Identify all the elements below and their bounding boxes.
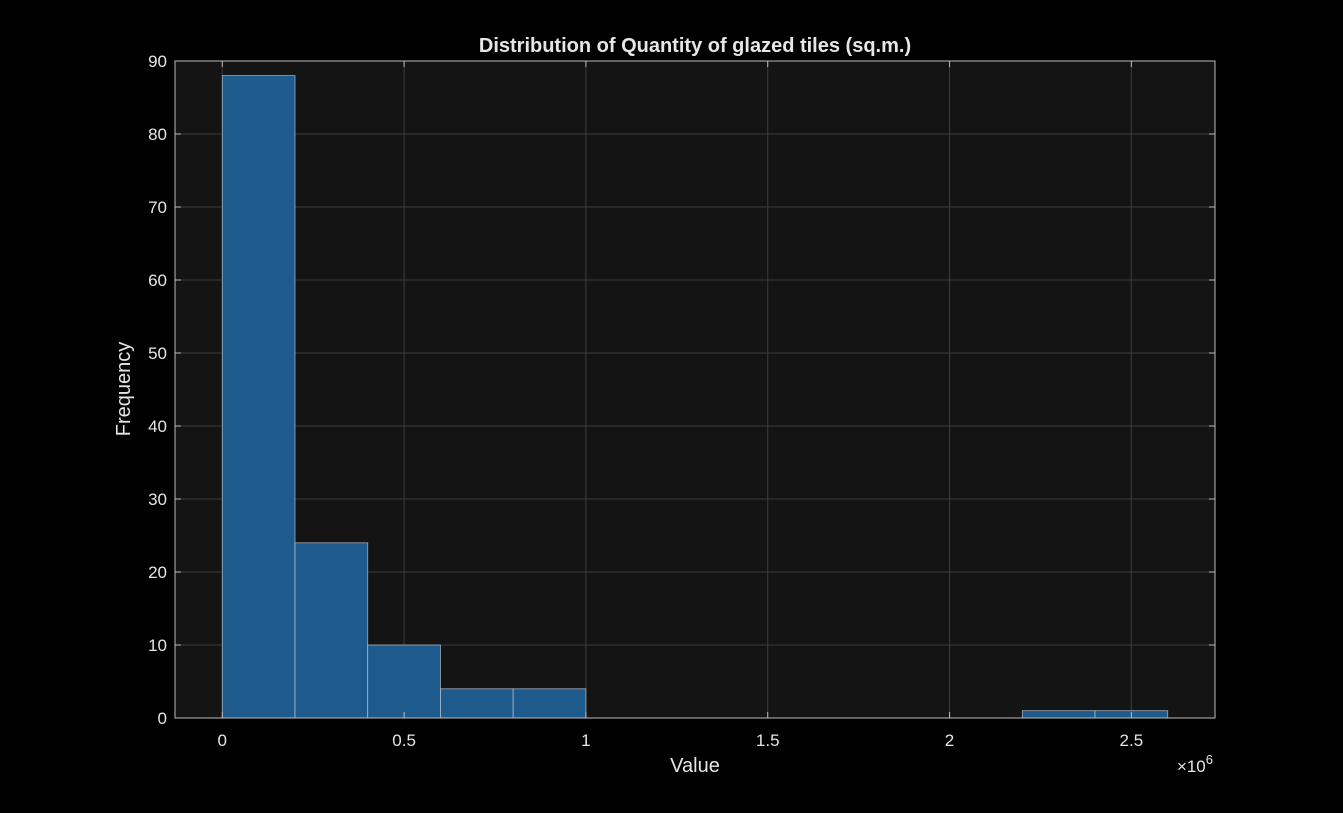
axes-frame [174, 60, 1216, 719]
x-tick-label: 2.5 [1120, 731, 1144, 750]
x-axis-multiplier: ×106 [1177, 752, 1213, 776]
x-multiplier-base: ×10 [1177, 757, 1206, 776]
y-tick-label: 40 [148, 417, 167, 436]
histogram-bar [1021, 710, 1096, 719]
ticks: 0 0.5 1 1.5 2 2.5 0 10 20 30 40 50 60 70 80 90 [148, 52, 1215, 750]
x-tick-label: 2 [945, 731, 954, 750]
histogram-bar [367, 644, 441, 719]
y-tick-label: 60 [148, 271, 167, 290]
y-tick-label: 30 [148, 490, 167, 509]
histogram-bar [221, 75, 296, 719]
histogram-bar [512, 688, 587, 719]
x-axis-label: Value [670, 755, 720, 777]
y-tick-label: 90 [148, 52, 167, 71]
y-tick-label: 50 [148, 344, 167, 363]
y-tick-label: 70 [148, 198, 167, 217]
x-tick-label: 1.5 [756, 731, 780, 750]
y-tick-label: 10 [148, 636, 167, 655]
chart-title: Distribution of Quantity of glazed tiles… [479, 35, 911, 57]
bars [221, 75, 1169, 719]
x-multiplier-exponent: 6 [1206, 752, 1213, 767]
histogram-bar [440, 688, 514, 719]
x-tick-label: 0 [218, 731, 227, 750]
histogram-bar [294, 542, 369, 719]
y-tick-label: 20 [148, 563, 167, 582]
x-tick-label: 1 [581, 731, 590, 750]
x-tick-label: 0.5 [392, 731, 416, 750]
y-tick-label: 0 [158, 709, 167, 728]
y-axis-label: Frequency [113, 342, 135, 437]
y-tick-label: 80 [148, 125, 167, 144]
